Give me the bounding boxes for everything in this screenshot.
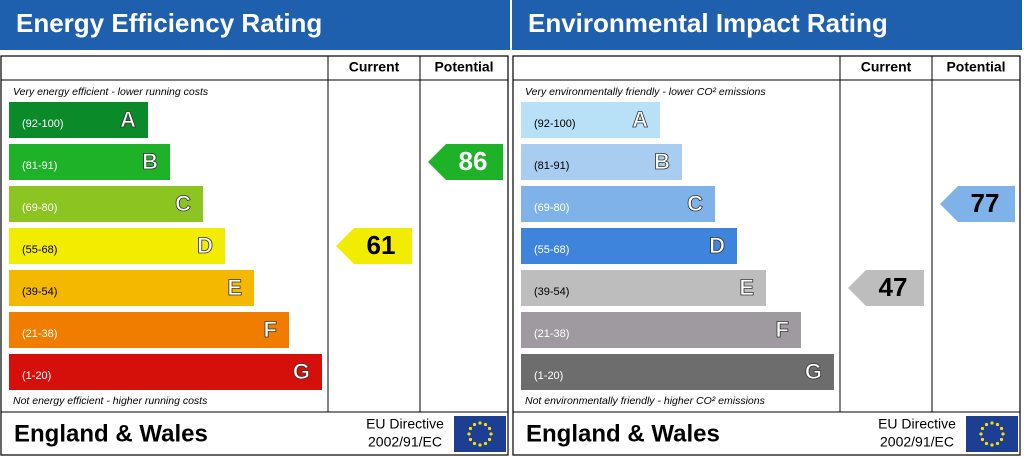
band-bar	[521, 228, 737, 264]
band-range: (39-54)	[534, 286, 569, 298]
title-bar	[0, 0, 510, 50]
eu-star	[984, 422, 989, 427]
band-range: (1-20)	[534, 370, 563, 382]
bottom-note: Not energy efficient - higher running co…	[13, 395, 208, 407]
eu-star	[1001, 432, 1005, 436]
band-bar	[9, 228, 225, 264]
eu-star	[483, 422, 488, 427]
eu-star	[995, 422, 1000, 427]
eu-flag	[966, 416, 1018, 452]
band-letter: B	[142, 149, 158, 174]
eu-star	[467, 432, 471, 436]
eu-star	[979, 432, 983, 436]
band-bar	[521, 186, 715, 222]
eu-star	[487, 426, 492, 431]
column-header: Potential	[434, 59, 493, 75]
band-bar	[521, 102, 660, 138]
eu-star	[472, 441, 477, 446]
band-range: (21-38)	[534, 328, 569, 340]
eu-star	[999, 437, 1004, 442]
band-letter: A	[632, 107, 648, 132]
eu-star	[478, 443, 482, 447]
band-letter: E	[739, 275, 754, 300]
band-letter: E	[227, 275, 242, 300]
rating-arrow	[940, 186, 1015, 222]
band-range: (21-38)	[22, 328, 57, 340]
band-letter: C	[687, 191, 703, 216]
band-letter: G	[293, 359, 310, 384]
band-letter: F	[264, 317, 277, 342]
band-range: (69-80)	[534, 202, 569, 214]
rating-value: 61	[367, 230, 396, 260]
band-letter: F	[776, 317, 789, 342]
eu-star	[995, 441, 1000, 446]
band-bar	[521, 312, 801, 348]
eu-star	[990, 443, 994, 447]
band-range: (39-54)	[22, 286, 57, 298]
band-letter: D	[709, 233, 725, 258]
band-bar	[9, 102, 148, 138]
directive-line: EU Directive	[878, 416, 956, 432]
eu-star	[478, 421, 482, 425]
panel-title: Environmental Impact Rating	[528, 8, 888, 38]
band-letter: G	[805, 359, 822, 384]
eu-star	[468, 437, 473, 442]
table-frame	[512, 55, 1021, 456]
band-bar	[9, 144, 170, 180]
band-bar	[521, 144, 682, 180]
band-bar	[521, 270, 766, 306]
directive-line: 2002/91/EC	[880, 434, 954, 450]
directive-line: 2002/91/EC	[368, 434, 442, 450]
band-bar	[9, 312, 289, 348]
band-bar	[9, 270, 254, 306]
band-range: (92-100)	[534, 118, 576, 130]
band-range: (81-91)	[534, 160, 569, 172]
footer-label: England & Wales	[14, 420, 208, 447]
eu-star	[980, 437, 985, 442]
rating-arrow	[336, 228, 412, 264]
band-bar	[9, 186, 203, 222]
rating-value: 77	[971, 188, 1000, 218]
footer-label: England & Wales	[526, 420, 720, 447]
band-bar	[521, 354, 834, 390]
eu-star	[999, 426, 1004, 431]
table-frame	[0, 55, 509, 456]
band-range: (69-80)	[22, 202, 57, 214]
band-letter: A	[120, 107, 136, 132]
column-header: Potential	[946, 59, 1005, 75]
band-range: (55-68)	[22, 244, 57, 256]
rating-arrow	[428, 144, 503, 180]
eu-star	[990, 421, 994, 425]
eu-star	[483, 441, 488, 446]
directive-line: EU Directive	[366, 416, 444, 432]
band-range: (81-91)	[22, 160, 57, 172]
rating-arrow	[848, 270, 924, 306]
top-note: Very energy efficient - lower running co…	[13, 86, 209, 98]
column-header: Current	[349, 59, 400, 75]
eu-flag	[454, 416, 506, 452]
eu-star	[980, 426, 985, 431]
eu-star	[984, 441, 989, 446]
eu-star	[468, 426, 473, 431]
band-bar	[9, 354, 322, 390]
title-bar	[512, 0, 1022, 50]
band-letter: C	[175, 191, 191, 216]
eu-star	[489, 432, 493, 436]
rating-value: 47	[879, 272, 908, 302]
top-note: Very environmentally friendly - lower CO…	[525, 86, 766, 98]
eu-star	[487, 437, 492, 442]
column-header: Current	[861, 59, 912, 75]
band-range: (1-20)	[22, 370, 51, 382]
panel: Environmental Impact Rating Current Potent…	[512, 0, 1022, 456]
band-range: (92-100)	[22, 118, 64, 130]
band-letter: B	[654, 149, 670, 174]
bottom-note: Not environmentally friendly - higher CO…	[525, 395, 766, 407]
eu-star	[472, 422, 477, 427]
rating-value: 86	[459, 146, 488, 176]
band-letter: D	[197, 233, 213, 258]
panel-title: Energy Efficiency Rating	[16, 8, 322, 38]
panel: Energy Efficiency Rating Current Potential…	[0, 0, 510, 456]
band-range: (55-68)	[534, 244, 569, 256]
